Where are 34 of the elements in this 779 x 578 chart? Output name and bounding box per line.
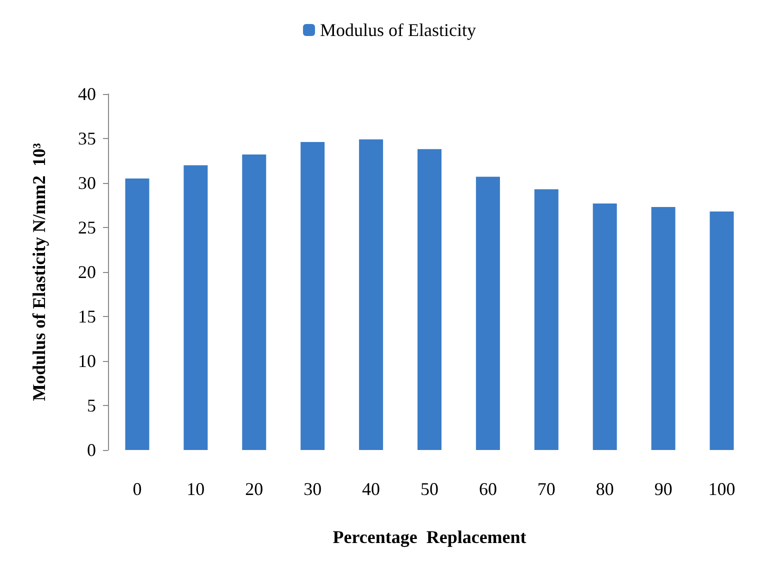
x-tick-label: 10 (186, 479, 205, 499)
y-tick-label: 40 (78, 84, 96, 104)
y-tick-label: 15 (78, 306, 96, 326)
x-tick-label: 0 (132, 479, 142, 499)
bar (592, 203, 617, 450)
bar (125, 178, 150, 450)
x-tick-label: 60 (478, 479, 497, 499)
y-tick-label: 20 (78, 262, 96, 282)
bar (300, 142, 325, 450)
x-tick-label: 100 (708, 479, 736, 499)
bar (651, 207, 676, 450)
x-tick-label: 50 (420, 479, 438, 499)
bar (418, 149, 442, 450)
y-tick-label: 25 (78, 218, 96, 238)
x-tick-label: 20 (245, 479, 264, 499)
y-axis-title: Modulus of Elasticity N/mm2 10³ (29, 142, 49, 401)
bar (476, 176, 500, 450)
x-tick-label: 70 (537, 479, 556, 499)
y-tick-label: 5 (87, 396, 96, 416)
x-axis-title: Percentage Replacement (332, 527, 526, 547)
y-tick-label: 30 (78, 173, 96, 193)
y-tick-label: 0 (87, 440, 96, 460)
bar (184, 165, 208, 450)
bar (359, 139, 384, 450)
legend-label: Modulus of Elasticity (320, 20, 476, 40)
bar (710, 211, 734, 450)
bar (534, 189, 558, 450)
bar (242, 154, 266, 450)
y-tick-label: 35 (78, 128, 96, 148)
x-tick-label: 90 (654, 479, 672, 499)
y-tick-label: 10 (78, 351, 96, 371)
x-tick-label: 80 (596, 479, 614, 499)
x-tick-label: 30 (304, 479, 322, 499)
x-tick-label: 40 (362, 479, 380, 499)
